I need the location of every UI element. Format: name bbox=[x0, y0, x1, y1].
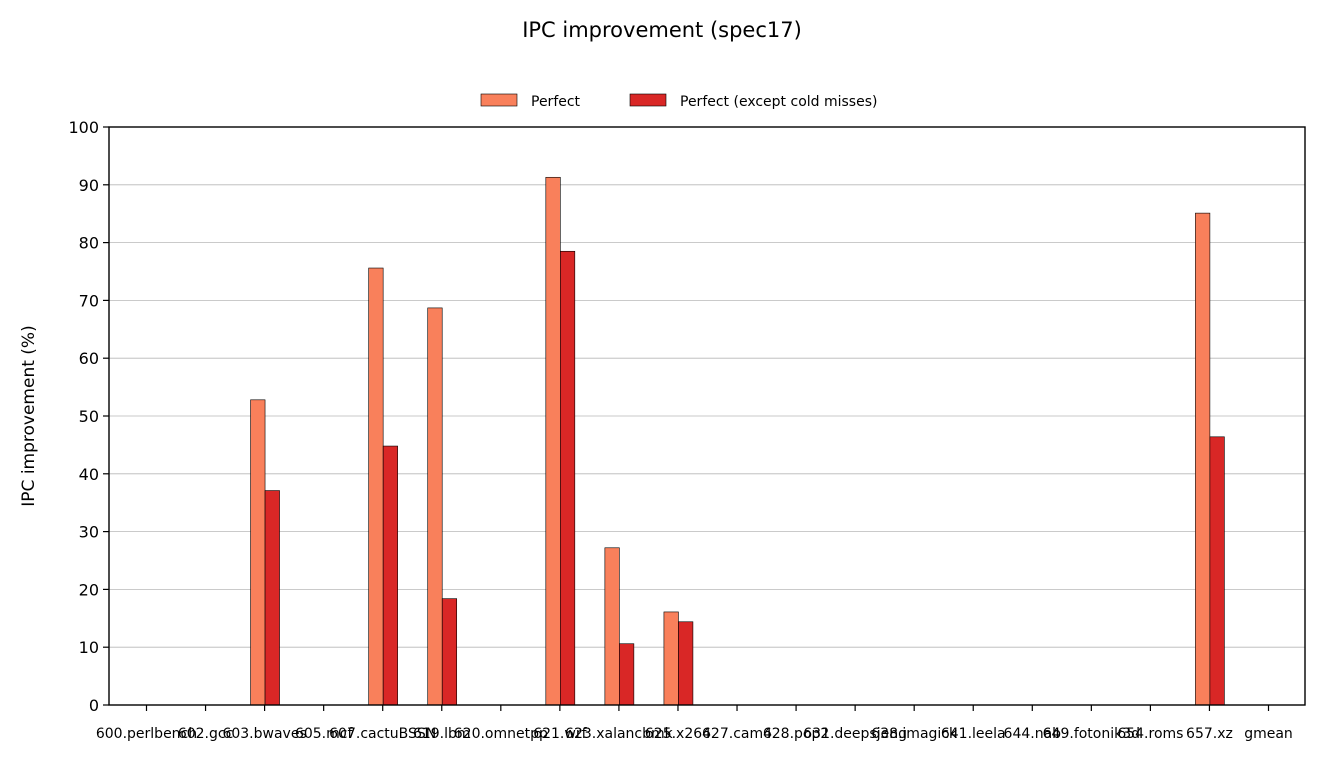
plot-frame bbox=[108, 126, 1306, 706]
x-axis-ticks: 600.perlbench602.gcc603.bwaves605.mcf607… bbox=[96, 705, 1293, 742]
x-tick-label-619-lbm: 619.lbm bbox=[413, 726, 471, 742]
x-tick-label-623-xalancbmk: 623.xalancbmk bbox=[565, 726, 674, 742]
x-tick-label-607-cactubssn: 607.cactuBSSN bbox=[329, 726, 436, 742]
x-tick-label-641-leela: 641.leela bbox=[941, 726, 1006, 742]
x-tick-label-657-xz: 657.xz bbox=[1186, 726, 1233, 742]
bars bbox=[250, 176, 1225, 706]
y-tick-label-40: 40 bbox=[79, 465, 99, 484]
x-tick-label-605-mcf: 605.mcf bbox=[295, 726, 354, 742]
y-tick-label-80: 80 bbox=[79, 234, 99, 253]
bar-perfect-605-mcf bbox=[368, 267, 384, 706]
y-tick-label-70: 70 bbox=[79, 291, 99, 310]
legend-swatch-perfect bbox=[480, 93, 518, 107]
x-tick-label-625-x264: 625.x264 bbox=[645, 726, 711, 742]
y-tick-label-10: 10 bbox=[79, 638, 99, 657]
bar-perfect-except-cold-misses-654-roms bbox=[1209, 436, 1225, 706]
x-tick-label-654-roms: 654.roms bbox=[1117, 726, 1183, 742]
legend-label-perfect: Perfect bbox=[531, 94, 581, 110]
y-tick-label-20: 20 bbox=[79, 580, 99, 599]
bar-perfect-except-cold-misses-607-cactubssn bbox=[441, 598, 458, 706]
chart-title: IPC improvement (spec17) bbox=[522, 18, 802, 42]
x-tick-label-631-deepsjeng: 631.deepsjeng bbox=[803, 726, 907, 742]
x-tick-label-644-nab: 644.nab bbox=[1004, 726, 1062, 742]
bar-perfect-except-cold-misses-621-wrf bbox=[619, 643, 635, 706]
bar-perfect-623-xalancbmk bbox=[663, 611, 679, 706]
bar-perfect-except-cold-misses-605-mcf bbox=[382, 445, 398, 706]
x-tick-label-602-gcc: 602.gcc bbox=[178, 726, 233, 742]
y-tick-label-30: 30 bbox=[79, 523, 99, 542]
y-axis-ticks: 0 10 20 30 40 50 60 70 80 90 100 bbox=[68, 118, 109, 715]
x-tick-label-603-bwaves: 603.bwaves bbox=[222, 726, 306, 742]
bar-perfect-607-cactubssn bbox=[427, 307, 443, 706]
y-tick-label-60: 60 bbox=[79, 349, 99, 368]
y-axis-label: IPC improvement (%) bbox=[19, 325, 39, 506]
x-tick-label-600-perlbench: 600.perlbench bbox=[96, 726, 197, 742]
legend-label-perfect-except-cold: Perfect (except cold misses) bbox=[680, 94, 877, 110]
x-tick-label-620-omnetpp: 620.omnetpp bbox=[454, 726, 548, 742]
y-tick-label-90: 90 bbox=[79, 176, 99, 195]
x-tick-label-628-pop2: 628.pop2 bbox=[763, 726, 829, 742]
y-tick-label-0: 0 bbox=[89, 696, 99, 715]
bar-perfect-654-roms bbox=[1195, 212, 1211, 706]
bar-perfect-except-cold-misses-620-omnetpp bbox=[560, 250, 576, 706]
bar-perfect-except-cold-misses-602-gcc bbox=[264, 490, 280, 706]
bar-perfect-621-wrf bbox=[604, 547, 620, 706]
legend: Perfect Perfect (except cold misses) bbox=[480, 93, 877, 110]
x-tick-label-621-wrf: 621.wrf bbox=[533, 726, 587, 742]
bar-perfect-602-gcc bbox=[250, 399, 266, 706]
bar-perfect-620-omnetpp bbox=[545, 176, 561, 706]
x-tick-label-627-cam4: 627.cam4 bbox=[702, 726, 772, 742]
gridlines bbox=[109, 184, 1305, 648]
y-tick-label-50: 50 bbox=[79, 407, 99, 426]
x-tick-label-638-imagick: 638.imagick bbox=[871, 726, 958, 742]
y-tick-label-100: 100 bbox=[68, 118, 99, 137]
legend-swatch-perfect-except-cold bbox=[629, 93, 667, 107]
x-tick-label-649-fotonik3d: 649.fotonik3d bbox=[1043, 726, 1140, 742]
x-tick-label-gmean: gmean bbox=[1244, 726, 1293, 742]
bar-perfect-except-cold-misses-623-xalancbmk bbox=[678, 621, 694, 706]
